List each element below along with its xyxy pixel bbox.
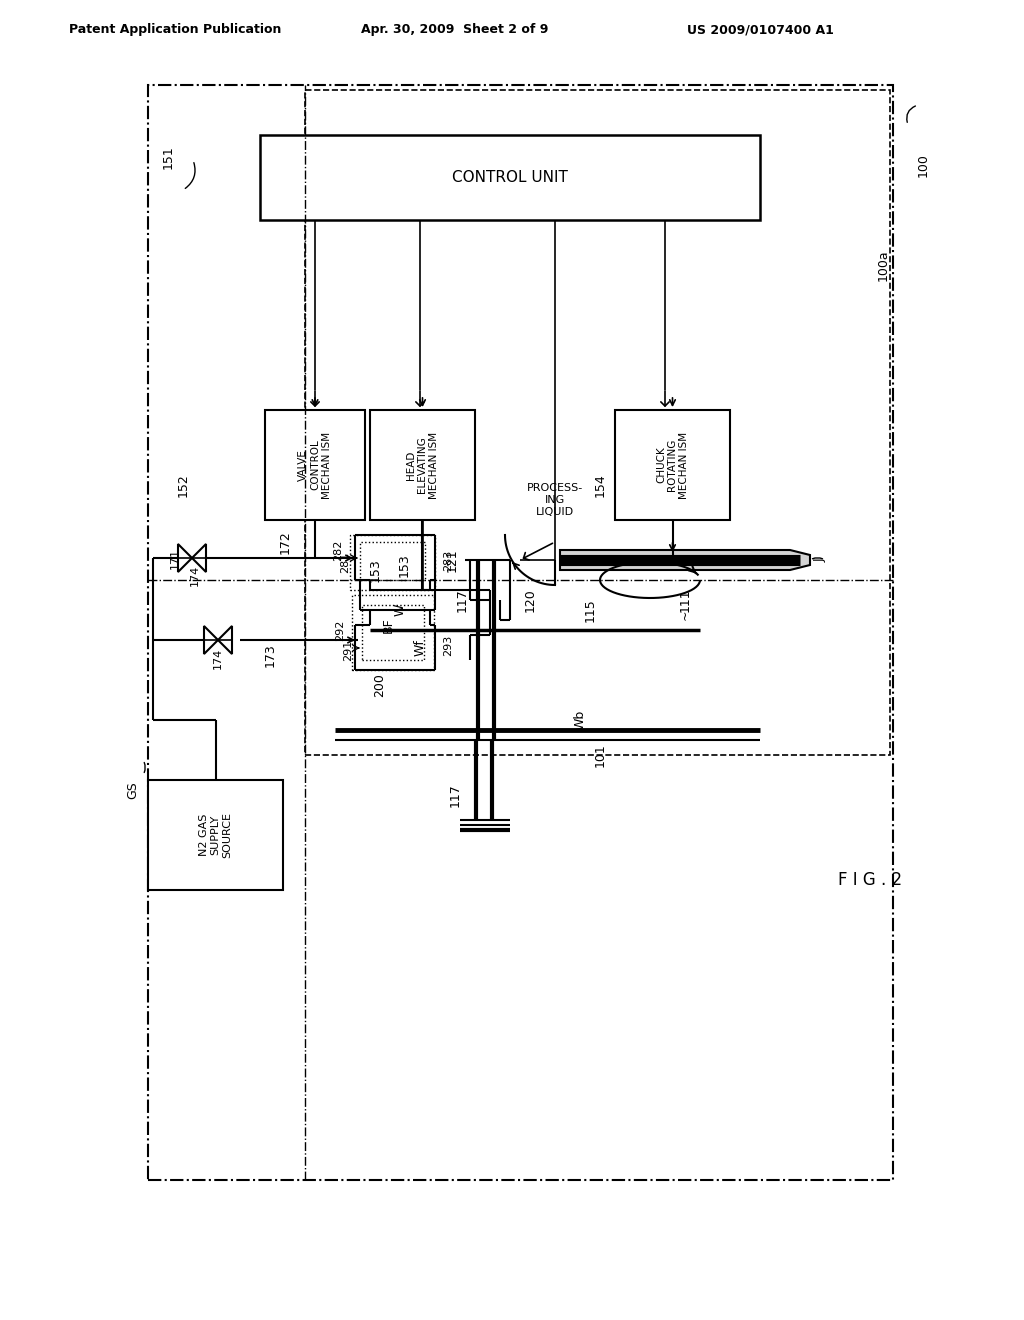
Bar xyxy=(148,84,893,1180)
Text: N2 GAS
SUPPLY
SOURCE: N2 GAS SUPPLY SOURCE xyxy=(199,812,232,858)
Text: Apr. 30, 2009  Sheet 2 of 9: Apr. 30, 2009 Sheet 2 of 9 xyxy=(361,24,549,37)
Text: 153: 153 xyxy=(398,553,411,577)
Text: CONTROL UNIT: CONTROL UNIT xyxy=(452,170,568,185)
Text: Patent Application Publication: Patent Application Publication xyxy=(69,24,282,37)
Text: J: J xyxy=(813,558,826,562)
Bar xyxy=(148,780,283,890)
Text: 283: 283 xyxy=(443,549,453,570)
Text: 200: 200 xyxy=(374,673,386,697)
Polygon shape xyxy=(560,550,810,570)
Text: 171: 171 xyxy=(170,548,180,569)
Bar xyxy=(260,135,760,220)
Text: PROCESS-
ING
LIQUID: PROCESS- ING LIQUID xyxy=(527,483,583,516)
Text: 100a: 100a xyxy=(877,249,890,281)
Bar xyxy=(362,605,424,660)
Text: 154: 154 xyxy=(594,473,606,496)
Text: Wb: Wb xyxy=(573,710,587,730)
Bar xyxy=(370,411,475,520)
Text: 111: 111 xyxy=(679,589,691,611)
Text: HEAD
ELEVATING
MECHAN ISM: HEAD ELEVATING MECHAN ISM xyxy=(406,432,439,499)
Text: F I G . 2: F I G . 2 xyxy=(838,871,902,888)
Text: 172: 172 xyxy=(279,531,292,554)
Text: 174: 174 xyxy=(190,565,200,586)
Text: 117: 117 xyxy=(449,783,462,807)
Text: 174: 174 xyxy=(213,647,223,669)
Text: 101: 101 xyxy=(594,743,606,767)
Text: 121: 121 xyxy=(445,548,459,572)
Text: 281: 281 xyxy=(340,552,350,573)
Text: GS: GS xyxy=(127,781,139,799)
Text: CHUCK
ROTATING
MECHAN ISM: CHUCK ROTATING MECHAN ISM xyxy=(656,432,689,499)
Bar xyxy=(265,411,365,520)
Text: 120: 120 xyxy=(523,589,537,612)
Text: 173: 173 xyxy=(263,643,276,667)
Text: 282: 282 xyxy=(333,540,343,561)
Text: US 2009/0107400 A1: US 2009/0107400 A1 xyxy=(686,24,834,37)
Text: 151: 151 xyxy=(162,145,174,169)
Text: Wf: Wf xyxy=(414,640,427,656)
Text: 117: 117 xyxy=(456,589,469,612)
Bar xyxy=(305,90,890,755)
Text: ~: ~ xyxy=(679,610,691,620)
Bar xyxy=(352,595,434,671)
Text: 115: 115 xyxy=(584,598,597,622)
Text: 293: 293 xyxy=(443,635,453,656)
Text: VALVE
CONTROL
MECHAN ISM: VALVE CONTROL MECHAN ISM xyxy=(298,432,332,499)
Text: 292: 292 xyxy=(335,619,345,640)
Bar xyxy=(360,543,425,579)
Text: 100: 100 xyxy=(916,153,930,177)
Bar xyxy=(615,411,730,520)
Text: 152: 152 xyxy=(176,473,189,496)
Text: BF: BF xyxy=(382,618,394,632)
Text: 291: 291 xyxy=(343,639,353,660)
Text: 153: 153 xyxy=(369,558,382,582)
Bar xyxy=(350,535,435,590)
Text: W: W xyxy=(393,603,407,616)
